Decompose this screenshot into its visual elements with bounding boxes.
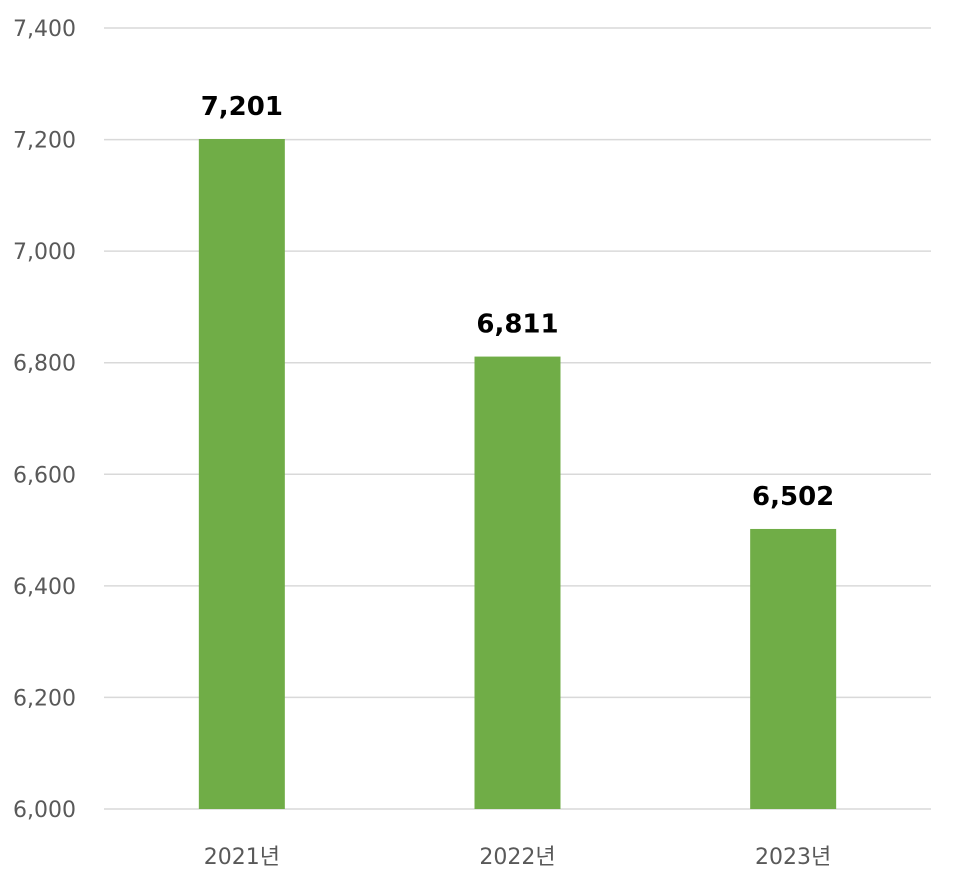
bar	[198, 139, 285, 810]
y-tick-label: 6,800	[13, 352, 76, 377]
data-labels: 7,201 6,811 6,502	[201, 92, 835, 512]
y-tick-label: 6,600	[13, 463, 76, 488]
y-tick-label: 6,000	[13, 798, 76, 823]
y-tick-label: 7,200	[13, 129, 76, 154]
y-tick-label: 7,000	[13, 240, 76, 265]
data-label: 6,502	[752, 482, 834, 512]
x-axis-category-labels: 2021년 2022년 2023년	[204, 845, 832, 870]
y-axis-tick-labels: 6,000 6,200 6,400 6,600 6,800 7,000 7,200 7,400	[13, 17, 76, 823]
data-label: 6,811	[476, 310, 558, 340]
bar	[750, 528, 837, 809]
bar	[474, 356, 561, 809]
y-tick-label: 7,400	[13, 17, 76, 42]
y-tick-label: 6,400	[13, 575, 76, 600]
x-category-label: 2023년	[755, 845, 831, 870]
bars	[198, 139, 837, 810]
x-category-label: 2022년	[479, 845, 555, 870]
y-tick-label: 6,200	[13, 686, 76, 711]
x-category-label: 2021년	[204, 845, 280, 870]
data-label: 7,201	[201, 92, 283, 122]
